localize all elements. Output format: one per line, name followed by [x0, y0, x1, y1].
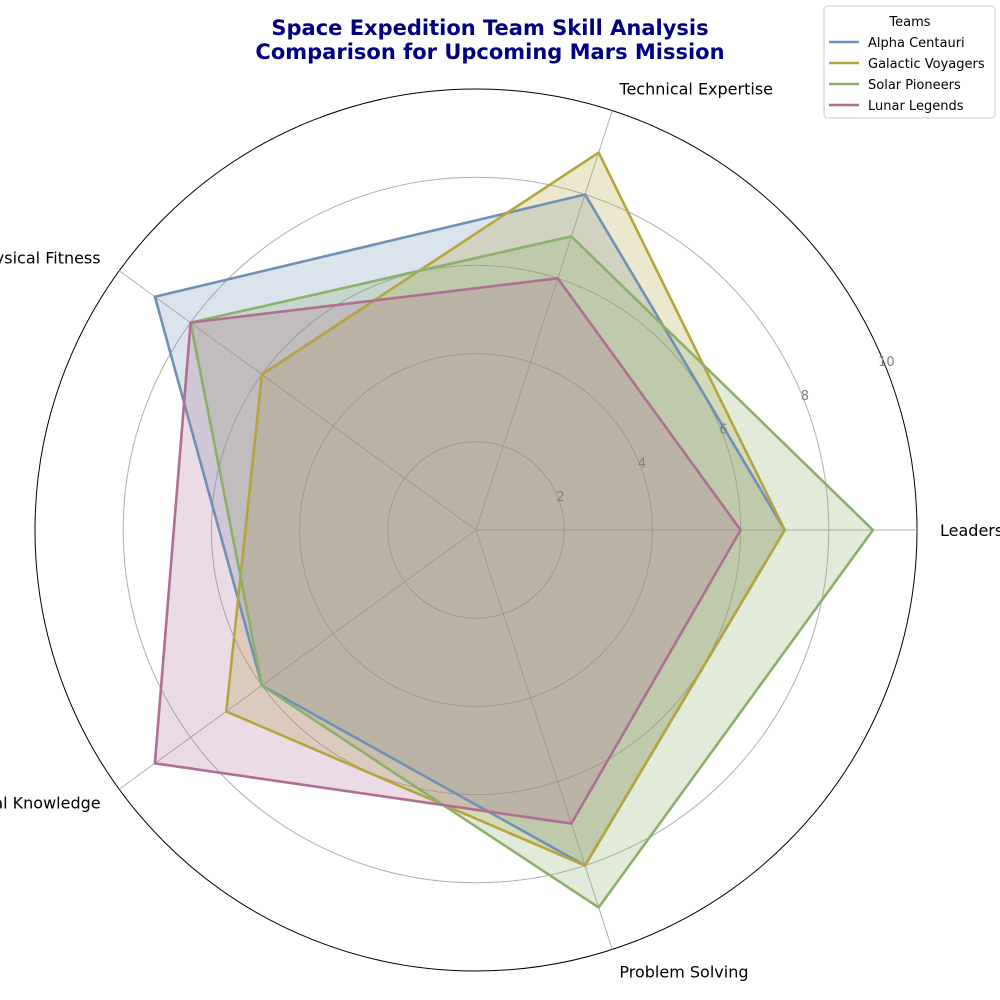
legend: Teams Alpha Centauri Galactic Voyagers Sol…	[823, 5, 996, 119]
r-tick-label-8: 8	[801, 389, 809, 404]
legend-label-1: Alpha Centauri	[868, 36, 965, 51]
axis-label-4: Medical Knowledge	[0, 794, 101, 813]
grid-spoke-2	[475, 110, 613, 531]
grid-spoke-4	[118, 529, 477, 790]
r-tick-label-2: 2	[556, 490, 564, 505]
radar-grid	[34, 88, 918, 972]
series-area-2	[226, 152, 785, 866]
r-tick-label-4: 4	[638, 457, 646, 472]
legend-label-3: Solar Pioneers	[868, 78, 961, 93]
series-line-4	[153, 277, 742, 825]
series-area-1	[154, 194, 785, 866]
grid-spoke-3	[118, 270, 477, 531]
legend-label-2: Galactic Voyagers	[868, 57, 985, 72]
legend-title: Teams	[888, 15, 930, 30]
axis-label-2: Technical Expertise	[618, 80, 773, 99]
r-tick-label-10: 10	[878, 355, 895, 370]
legend-label-4: Lunar Legends	[868, 99, 964, 114]
series-line-2	[224, 151, 787, 867]
r-tick-label-6: 6	[719, 423, 727, 438]
axis-label-3: Physical Fitness	[0, 248, 101, 267]
legend-frame	[823, 5, 996, 119]
legend-items: Alpha Centauri Galactic Voyagers Solar Pio…	[829, 36, 985, 114]
chart-title-line-2: Comparison for Upcoming Mars Mission	[255, 40, 724, 64]
radar-labels: 2 4 6 8 10 Leadership Technical Expertise Physi…	[0, 80, 1000, 982]
series-area-4	[154, 278, 741, 824]
series-line-3	[189, 235, 875, 909]
grid-spoke-5	[475, 529, 613, 950]
axis-label-5: Problem Solving	[619, 962, 748, 981]
radar-series	[153, 151, 875, 909]
axis-label-1: Leadership	[940, 521, 1000, 540]
chart-title-line-1: Space Expedition Team Skill Analysis	[271, 16, 708, 40]
